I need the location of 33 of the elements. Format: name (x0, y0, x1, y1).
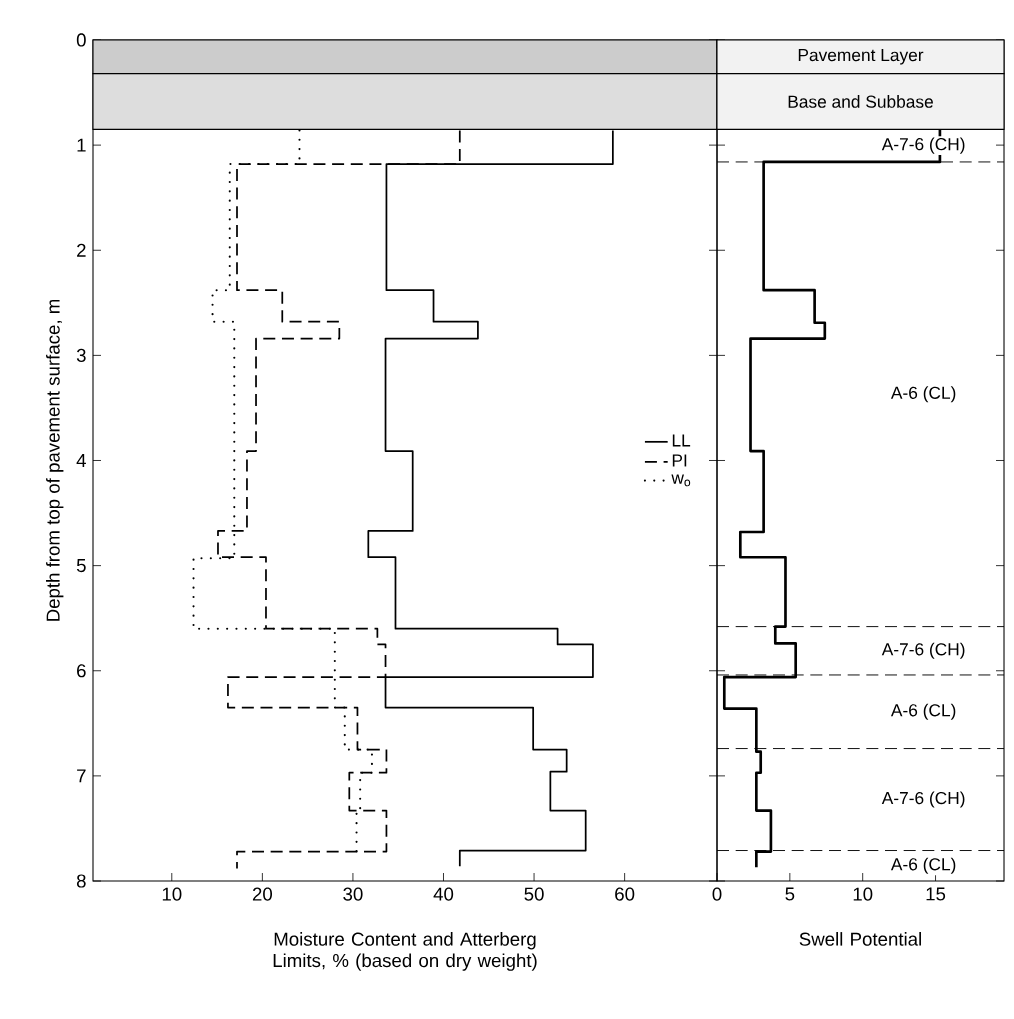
x-axis-title: Swell Potential (799, 932, 921, 946)
x-tick-label: 15 (926, 887, 946, 901)
y-tick-label: 5 (76, 559, 86, 573)
y-tick-label: 8 (76, 874, 86, 888)
y-tick-label: 6 (77, 664, 86, 678)
legend-label: LL (672, 434, 691, 447)
band-label: Pavement Layer (798, 49, 924, 65)
y-tick-label: 3 (76, 348, 86, 362)
annotation: A-7-6 (CH) (881, 137, 965, 154)
y-tick-label: 4 (76, 454, 86, 467)
y-tick-label: 1 (77, 138, 86, 152)
y-axis-title: Depth from top of pavement surface, m (46, 299, 64, 621)
x-tick-label: 60 (615, 887, 635, 901)
x-axis-title: Moisture Content and Atterberg Limits, % (based on dry weight) (273, 932, 537, 971)
x-tick-label: 50 (524, 887, 544, 901)
legend-label: w$_{o}$ (671, 474, 691, 487)
legend-label: PI (672, 454, 687, 467)
annotation: A-7-6 (CH) (881, 642, 965, 659)
annotation: A-6 (CL) (890, 386, 956, 403)
x-tick-label: 30 (343, 887, 363, 901)
band-label: Base and Subbase (788, 95, 933, 108)
x-tick-label: 40 (433, 887, 454, 901)
x-tick-label: 20 (252, 887, 273, 901)
y-tick-label: 0 (76, 33, 86, 47)
annotation: A-7-6 (CH) (881, 791, 965, 808)
x-tick-label: 0 (712, 887, 722, 901)
annotation: A-6 (CL) (890, 703, 956, 720)
y-tick-label: 7 (77, 769, 86, 783)
x-tick-label: 10 (853, 887, 873, 901)
x-tick-label: 10 (162, 887, 182, 901)
x-tick-label: 5 (785, 887, 795, 901)
y-tick-label: 2 (77, 243, 86, 257)
annotation: A-6 (CL) (890, 857, 956, 874)
